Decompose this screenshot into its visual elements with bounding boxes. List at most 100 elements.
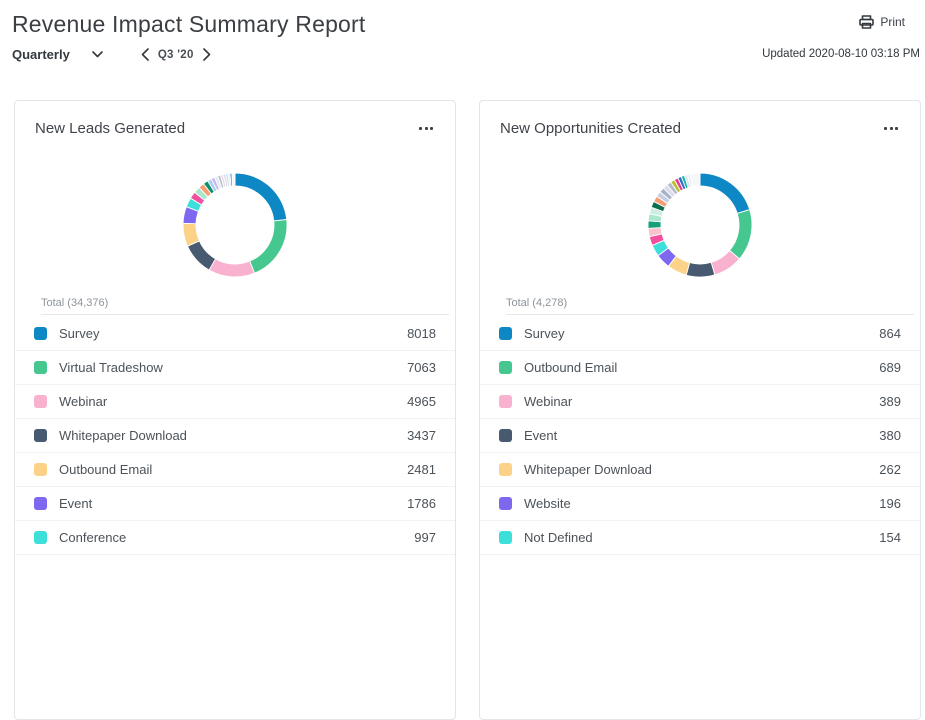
legend-label: Webinar bbox=[524, 394, 573, 409]
legend-row[interactable]: Survey 864 bbox=[480, 317, 920, 351]
total-label: Total (34,376) bbox=[41, 297, 109, 309]
legend-row[interactable]: Whitepaper Download 262 bbox=[480, 453, 920, 487]
period-controls: Quarterly Q3 '20 bbox=[12, 47, 211, 62]
legend-value: 864 bbox=[879, 326, 901, 341]
legend-row[interactable]: Not Defined 154 bbox=[480, 521, 920, 555]
updated-timestamp: Updated 2020-08-10 03:18 PM bbox=[762, 48, 920, 60]
printer-icon bbox=[859, 15, 875, 29]
legend-row[interactable]: Webinar 4965 bbox=[15, 385, 455, 419]
legend-value: 8018 bbox=[407, 326, 436, 341]
legend-value: 689 bbox=[879, 360, 901, 375]
chevron-down-icon bbox=[92, 51, 103, 58]
print-button[interactable]: Print bbox=[859, 15, 905, 29]
donut-segment[interactable] bbox=[186, 240, 217, 271]
ellipsis-icon bbox=[419, 127, 433, 130]
prev-period-button[interactable] bbox=[141, 48, 149, 61]
donut-segment[interactable] bbox=[728, 208, 753, 260]
legend-label: Outbound Email bbox=[59, 462, 153, 477]
legend-list: Survey 8018 Virtual Tradeshow 7063 Webin… bbox=[15, 317, 455, 555]
legend-row[interactable]: Outbound Email 689 bbox=[480, 351, 920, 385]
legend-swatch bbox=[499, 429, 512, 442]
legend-label: Event bbox=[59, 496, 93, 511]
period-type-label: Quarterly bbox=[12, 47, 70, 62]
legend-value: 3437 bbox=[407, 428, 436, 443]
legend-value: 380 bbox=[879, 428, 901, 443]
total-label: Total (4,278) bbox=[506, 297, 568, 309]
next-period-button[interactable] bbox=[202, 48, 211, 61]
legend-swatch bbox=[499, 531, 512, 544]
legend-row[interactable]: Event 1786 bbox=[15, 487, 455, 521]
donut-segment[interactable] bbox=[249, 219, 288, 274]
legend-list: Survey 864 Outbound Email 689 Webinar 38… bbox=[480, 317, 920, 555]
legend-label: Event bbox=[524, 428, 558, 443]
legend-label: Conference bbox=[59, 530, 127, 545]
card-new-opportunities-created: New Opportunities Created Total (4,278) … bbox=[479, 100, 921, 720]
donut-segment[interactable] bbox=[208, 258, 256, 278]
legend-row[interactable]: Webinar 389 bbox=[480, 385, 920, 419]
legend-label: Webinar bbox=[59, 394, 108, 409]
legend-value: 196 bbox=[879, 496, 901, 511]
cards-row: New Leads Generated Total (34,376) Surve… bbox=[14, 100, 921, 720]
legend-row[interactable]: Website 196 bbox=[480, 487, 920, 521]
legend-value: 154 bbox=[879, 530, 901, 545]
legend-swatch bbox=[34, 395, 47, 408]
page-title: Revenue Impact Summary Report bbox=[12, 11, 366, 37]
legend-swatch bbox=[499, 463, 512, 476]
card-title: New Opportunities Created bbox=[500, 120, 681, 137]
legend-row[interactable]: Survey 8018 bbox=[15, 317, 455, 351]
card-new-leads-generated: New Leads Generated Total (34,376) Surve… bbox=[14, 100, 456, 720]
ellipsis-icon bbox=[884, 127, 898, 130]
legend-swatch bbox=[34, 531, 47, 544]
divider bbox=[41, 314, 449, 315]
legend-value: 389 bbox=[879, 394, 901, 409]
legend-swatch bbox=[499, 361, 512, 374]
legend-swatch bbox=[34, 361, 47, 374]
donut-segment[interactable] bbox=[685, 261, 716, 278]
legend-swatch bbox=[499, 327, 512, 340]
legend-row[interactable]: Virtual Tradeshow 7063 bbox=[15, 351, 455, 385]
legend-row[interactable]: Conference 997 bbox=[15, 521, 455, 555]
divider bbox=[506, 314, 914, 315]
legend-label: Whitepaper Download bbox=[524, 462, 652, 477]
legend-swatch bbox=[34, 327, 47, 340]
legend-row[interactable]: Outbound Email 2481 bbox=[15, 453, 455, 487]
card-menu-button[interactable] bbox=[417, 123, 435, 134]
legend-value: 1786 bbox=[407, 496, 436, 511]
legend-value: 7063 bbox=[407, 360, 436, 375]
donut-segment[interactable] bbox=[699, 172, 751, 214]
legend-value: 2481 bbox=[407, 462, 436, 477]
card-menu-button[interactable] bbox=[882, 123, 900, 134]
chevron-right-icon bbox=[202, 48, 210, 61]
legend-value: 262 bbox=[879, 462, 901, 477]
legend-label: Outbound Email bbox=[524, 360, 618, 375]
donut-segment[interactable] bbox=[231, 172, 236, 187]
legend-swatch bbox=[34, 429, 47, 442]
donut-segment[interactable] bbox=[234, 172, 288, 222]
card-title: New Leads Generated bbox=[35, 120, 186, 137]
donut-chart bbox=[647, 172, 753, 278]
legend-label: Whitepaper Download bbox=[59, 428, 187, 443]
donut-chart bbox=[182, 172, 288, 278]
donut-chart-area bbox=[15, 172, 455, 278]
legend-swatch bbox=[34, 463, 47, 476]
legend-label: Not Defined bbox=[524, 530, 593, 545]
donut-chart-area bbox=[480, 172, 920, 278]
period-label: Q3 '20 bbox=[157, 48, 194, 61]
legend-label: Survey bbox=[59, 326, 100, 341]
donut-segment[interactable] bbox=[689, 172, 701, 188]
print-label: Print bbox=[880, 15, 905, 29]
period-type-dropdown[interactable]: Quarterly bbox=[12, 47, 103, 62]
legend-value: 4965 bbox=[407, 394, 436, 409]
legend-label: Survey bbox=[524, 326, 565, 341]
chevron-left-icon bbox=[141, 48, 149, 61]
legend-label: Virtual Tradeshow bbox=[59, 360, 163, 375]
legend-swatch bbox=[499, 497, 512, 510]
report-page: Revenue Impact Summary Report Quarterly … bbox=[12, 11, 921, 720]
legend-swatch bbox=[499, 395, 512, 408]
legend-row[interactable]: Whitepaper Download 3437 bbox=[15, 419, 455, 453]
legend-swatch bbox=[34, 497, 47, 510]
legend-row[interactable]: Event 380 bbox=[480, 419, 920, 453]
legend-label: Website bbox=[524, 496, 571, 511]
period-nav: Q3 '20 bbox=[141, 48, 211, 61]
legend-value: 997 bbox=[414, 530, 436, 545]
